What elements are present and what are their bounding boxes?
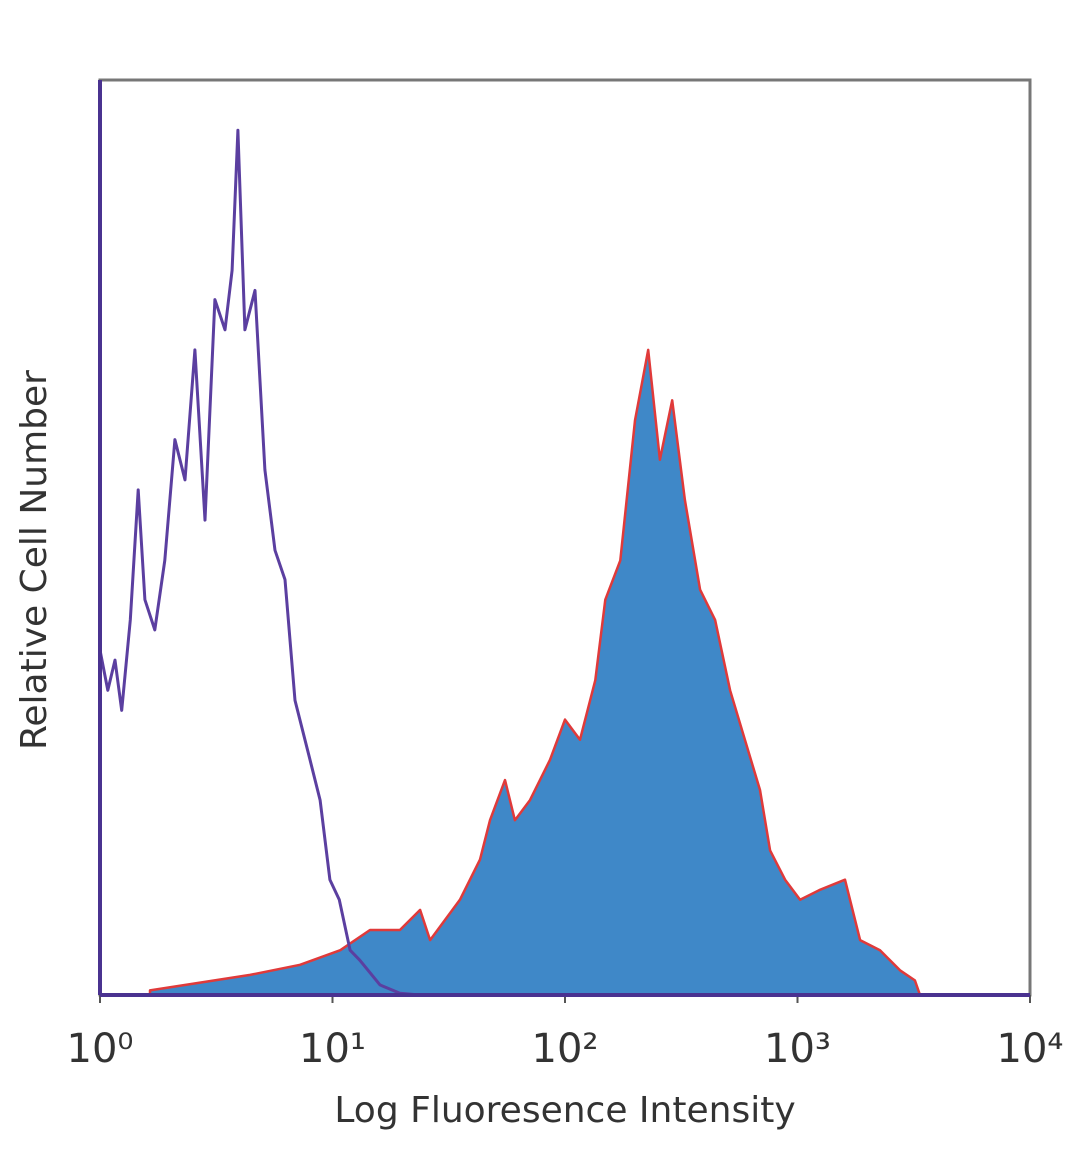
y-axis-label: Relative Cell Number xyxy=(14,370,55,750)
x-tick-label: 10¹ xyxy=(299,1026,366,1072)
x-tick-label: 10³ xyxy=(764,1026,831,1072)
x-tick-label: 10⁴ xyxy=(997,1026,1064,1072)
x-axis-label: Log Fluoresence Intensity xyxy=(334,1090,795,1131)
histogram-area xyxy=(148,348,922,997)
x-tick-label: 10⁰ xyxy=(67,1026,134,1072)
x-tick-label: 10² xyxy=(532,1026,599,1072)
histogram-line xyxy=(98,128,420,997)
